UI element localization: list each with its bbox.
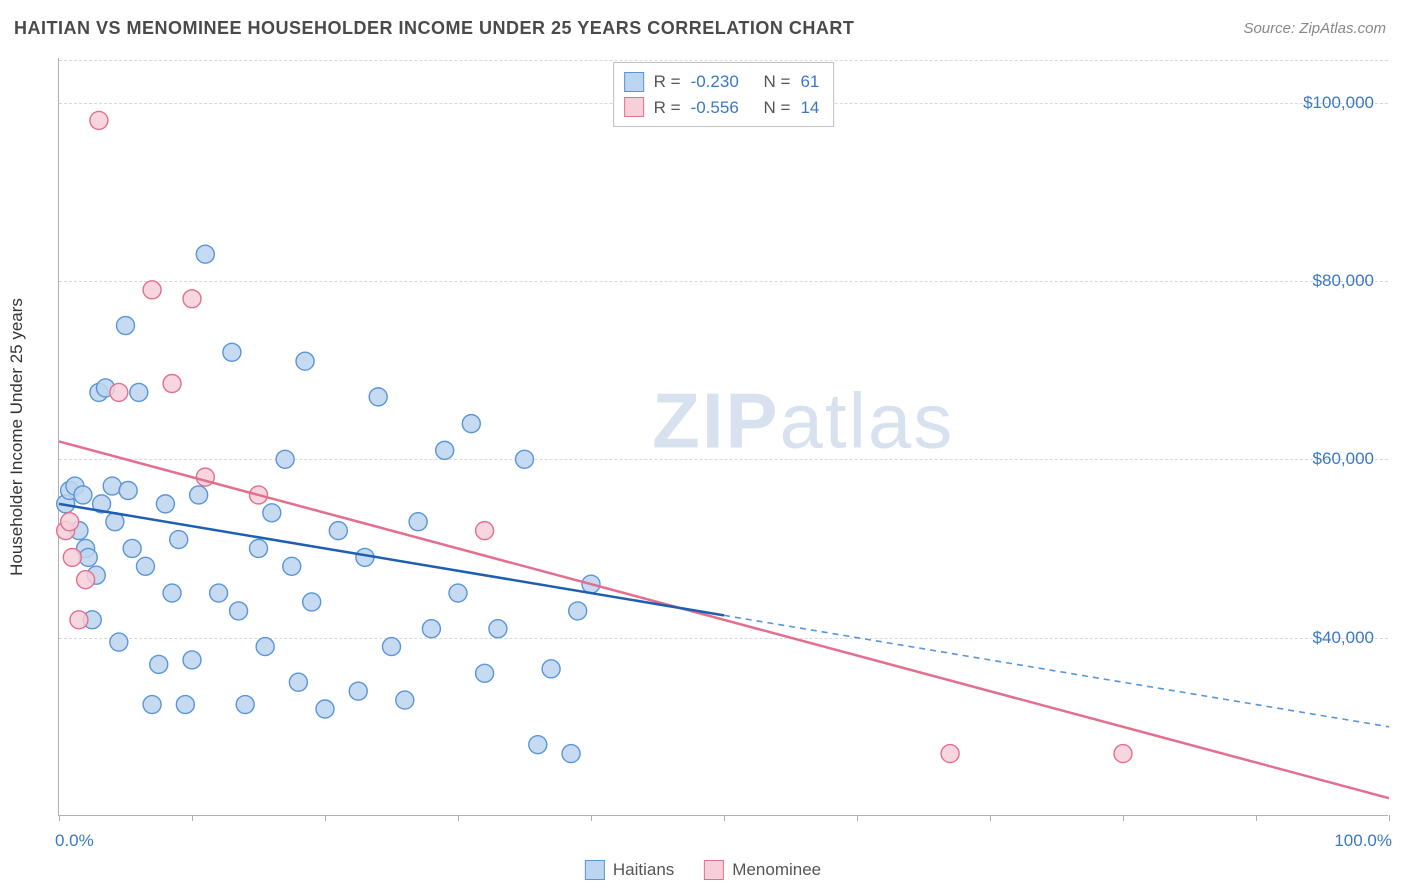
chart-svg bbox=[59, 58, 1388, 815]
scatter-point bbox=[156, 495, 174, 513]
swatch-menominee bbox=[704, 860, 724, 880]
scatter-point bbox=[276, 450, 294, 468]
n-label: N = bbox=[764, 69, 791, 95]
scatter-point bbox=[476, 664, 494, 682]
scatter-point bbox=[190, 486, 208, 504]
scatter-point bbox=[283, 557, 301, 575]
scatter-point bbox=[110, 633, 128, 651]
scatter-point bbox=[163, 584, 181, 602]
x-tick bbox=[857, 815, 858, 821]
r-label: R = bbox=[654, 69, 681, 95]
scatter-point bbox=[256, 638, 274, 656]
scatter-point bbox=[143, 281, 161, 299]
scatter-point bbox=[230, 602, 248, 620]
x-tick bbox=[990, 815, 991, 821]
scatter-point bbox=[569, 602, 587, 620]
scatter-point bbox=[941, 745, 959, 763]
scatter-point bbox=[369, 388, 387, 406]
scatter-point bbox=[409, 513, 427, 531]
scatter-point bbox=[296, 352, 314, 370]
regression-line bbox=[59, 504, 724, 615]
x-tick bbox=[192, 815, 193, 821]
n-value: 14 bbox=[800, 95, 819, 121]
scatter-point bbox=[119, 482, 137, 500]
scatter-point bbox=[130, 383, 148, 401]
scatter-point bbox=[163, 374, 181, 392]
scatter-point bbox=[110, 383, 128, 401]
x-tick bbox=[59, 815, 60, 821]
scatter-point bbox=[289, 673, 307, 691]
scatter-point bbox=[117, 317, 135, 335]
scatter-point bbox=[436, 441, 454, 459]
scatter-point bbox=[150, 655, 168, 673]
scatter-point bbox=[136, 557, 154, 575]
scatter-point bbox=[236, 696, 254, 714]
plot-area: ZIPatlas Householder Income Under 25 yea… bbox=[58, 58, 1388, 816]
scatter-point bbox=[1114, 745, 1132, 763]
scatter-point bbox=[476, 522, 494, 540]
scatter-point bbox=[61, 513, 79, 531]
scatter-point bbox=[210, 584, 228, 602]
x-axis-min-label: 0.0% bbox=[55, 831, 94, 851]
scatter-point bbox=[462, 415, 480, 433]
scatter-point bbox=[123, 539, 141, 557]
scatter-point bbox=[170, 531, 188, 549]
x-tick bbox=[325, 815, 326, 821]
scatter-point bbox=[422, 620, 440, 638]
scatter-point bbox=[529, 736, 547, 754]
scatter-point bbox=[143, 696, 161, 714]
scatter-point bbox=[516, 450, 534, 468]
x-tick bbox=[724, 815, 725, 821]
scatter-point bbox=[329, 522, 347, 540]
scatter-point bbox=[103, 477, 121, 495]
scatter-point bbox=[449, 584, 467, 602]
scatter-point bbox=[74, 486, 92, 504]
r-value: -0.556 bbox=[691, 95, 739, 121]
scatter-point bbox=[90, 111, 108, 129]
stats-row-haitians: R = -0.230 N = 61 bbox=[624, 69, 820, 95]
scatter-point bbox=[223, 343, 241, 361]
stats-legend: R = -0.230 N = 61 R = -0.556 N = 14 bbox=[613, 62, 835, 127]
scatter-point bbox=[196, 245, 214, 263]
scatter-point bbox=[383, 638, 401, 656]
x-tick bbox=[591, 815, 592, 821]
legend-label: Haitians bbox=[613, 860, 674, 880]
x-tick bbox=[1389, 815, 1390, 821]
n-value: 61 bbox=[800, 69, 819, 95]
scatter-point bbox=[396, 691, 414, 709]
chart-title: HAITIAN VS MENOMINEE HOUSEHOLDER INCOME … bbox=[14, 18, 854, 39]
scatter-point bbox=[562, 745, 580, 763]
scatter-point bbox=[77, 571, 95, 589]
scatter-point bbox=[250, 539, 268, 557]
regression-line bbox=[59, 441, 1389, 798]
n-label: N = bbox=[764, 95, 791, 121]
swatch-haitians bbox=[624, 72, 644, 92]
scatter-point bbox=[316, 700, 334, 718]
scatter-point bbox=[63, 548, 81, 566]
legend-label: Menominee bbox=[732, 860, 821, 880]
scatter-point bbox=[349, 682, 367, 700]
stats-row-menominee: R = -0.556 N = 14 bbox=[624, 95, 820, 121]
swatch-menominee bbox=[624, 97, 644, 117]
x-tick bbox=[458, 815, 459, 821]
source-label: Source: ZipAtlas.com bbox=[1243, 20, 1386, 37]
scatter-point bbox=[263, 504, 281, 522]
x-axis-max-label: 100.0% bbox=[1334, 831, 1392, 851]
r-value: -0.230 bbox=[691, 69, 739, 95]
scatter-point bbox=[176, 696, 194, 714]
x-tick bbox=[1256, 815, 1257, 821]
x-tick bbox=[1123, 815, 1124, 821]
legend-item-menominee: Menominee bbox=[704, 860, 821, 880]
y-axis-title: Householder Income Under 25 years bbox=[7, 298, 27, 576]
scatter-point bbox=[489, 620, 507, 638]
scatter-point bbox=[303, 593, 321, 611]
bottom-legend: Haitians Menominee bbox=[585, 860, 821, 880]
scatter-point bbox=[542, 660, 560, 678]
scatter-point bbox=[70, 611, 88, 629]
swatch-haitians bbox=[585, 860, 605, 880]
legend-item-haitians: Haitians bbox=[585, 860, 674, 880]
r-label: R = bbox=[654, 95, 681, 121]
scatter-point bbox=[183, 290, 201, 308]
scatter-point bbox=[183, 651, 201, 669]
